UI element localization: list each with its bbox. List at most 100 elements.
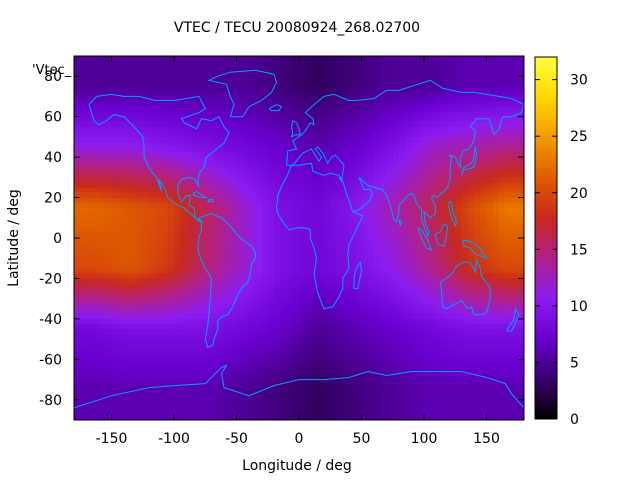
heatmap-cell — [367, 283, 375, 290]
heatmap-cell — [324, 318, 331, 325]
heatmap-cell — [211, 308, 219, 315]
heatmap-cell — [280, 349, 288, 355]
heatmap-cell — [486, 96, 494, 103]
heatmap-cell — [286, 121, 294, 128]
heatmap-cell — [155, 197, 163, 204]
heatmap-cell — [149, 344, 156, 350]
heatmap-cell — [486, 91, 494, 98]
heatmap-cell — [211, 349, 219, 355]
heatmap-cell — [386, 126, 394, 133]
heatmap-cell — [230, 182, 238, 189]
heatmap-cell — [267, 303, 275, 310]
heatmap-cell — [167, 329, 175, 335]
heatmap-cell — [442, 303, 450, 310]
heatmap-cell — [211, 162, 219, 168]
heatmap-cell — [299, 344, 306, 350]
heatmap-cell — [99, 329, 106, 335]
heatmap-cell — [224, 192, 231, 199]
heatmap-cell — [461, 126, 469, 133]
heatmap-cell — [274, 212, 281, 219]
heatmap-cell — [124, 263, 131, 269]
heatmap-cell — [417, 278, 425, 285]
heatmap-cell — [311, 217, 319, 224]
heatmap-cell — [230, 278, 238, 285]
heatmap-cell — [142, 207, 150, 214]
heatmap-cell — [305, 136, 313, 143]
heatmap-cell — [374, 293, 381, 300]
heatmap-cell — [511, 111, 519, 118]
heatmap-cell — [499, 207, 506, 214]
heatmap-cell — [155, 334, 163, 340]
heatmap-cell — [105, 121, 113, 128]
heatmap-cell — [317, 207, 325, 214]
heatmap-cell — [424, 101, 431, 108]
heatmap-cell — [174, 288, 181, 295]
heatmap-cell — [499, 339, 506, 345]
heatmap-cell — [467, 192, 475, 199]
heatmap-cell — [411, 374, 419, 381]
heatmap-cell — [155, 222, 163, 229]
heatmap-cell — [117, 298, 125, 305]
heatmap-cell — [392, 399, 400, 406]
heatmap-cell — [92, 394, 100, 401]
heatmap-cell — [105, 126, 113, 133]
heatmap-cell — [505, 56, 513, 62]
heatmap-cell — [274, 354, 281, 360]
heatmap-cell — [374, 152, 381, 158]
heatmap-cell — [230, 157, 238, 163]
heatmap-cell — [349, 197, 356, 204]
heatmap-cell — [355, 273, 363, 280]
heatmap-cell — [367, 238, 375, 244]
heatmap-cell — [180, 339, 188, 345]
heatmap-cell — [492, 248, 500, 254]
heatmap-cell — [224, 177, 231, 183]
heatmap-cell — [324, 394, 331, 401]
heatmap-cell — [261, 374, 269, 381]
heatmap-cell — [167, 354, 175, 360]
heatmap-cell — [380, 293, 388, 300]
heatmap-cell — [317, 364, 325, 371]
heatmap-cell — [330, 329, 338, 335]
heatmap-cell — [105, 248, 113, 254]
heatmap-cell — [517, 71, 524, 77]
heatmap-cell — [467, 56, 475, 62]
heatmap-cell — [474, 273, 481, 280]
heatmap-cell — [486, 187, 494, 194]
heatmap-cell — [311, 293, 319, 300]
heatmap-cell — [505, 116, 513, 123]
heatmap-cell — [511, 349, 519, 355]
heatmap-cell — [492, 329, 500, 335]
heatmap-cell — [74, 61, 81, 67]
heatmap-cell — [511, 303, 519, 310]
heatmap-cell — [255, 248, 263, 254]
heatmap-cell — [367, 202, 375, 209]
heatmap-cell — [86, 339, 94, 345]
heatmap-cell — [280, 182, 288, 189]
heatmap-cell — [349, 202, 356, 209]
heatmap-cell — [199, 222, 206, 229]
heatmap-cell — [336, 369, 344, 376]
heatmap-cell — [86, 278, 94, 285]
heatmap-cell — [99, 238, 106, 244]
heatmap-cell — [374, 329, 381, 335]
heatmap-cell — [230, 369, 238, 376]
heatmap-cell — [111, 238, 119, 244]
heatmap-cell — [80, 167, 88, 173]
heatmap-cell — [361, 71, 369, 77]
heatmap-cell — [117, 207, 125, 214]
heatmap-cell — [386, 253, 394, 259]
heatmap-cell — [480, 197, 488, 204]
heatmap-cell — [374, 313, 381, 320]
heatmap-cell — [117, 278, 125, 285]
heatmap-cell — [480, 162, 488, 168]
heatmap-cell — [224, 298, 231, 305]
heatmap-cell — [411, 157, 419, 163]
heatmap-cell — [330, 263, 338, 269]
heatmap-cell — [286, 192, 294, 199]
heatmap-cell — [517, 374, 524, 381]
heatmap-cell — [299, 116, 306, 123]
heatmap-cell — [411, 293, 419, 300]
heatmap-cell — [486, 116, 494, 123]
heatmap-cell — [492, 384, 500, 391]
heatmap-cell — [399, 192, 406, 199]
